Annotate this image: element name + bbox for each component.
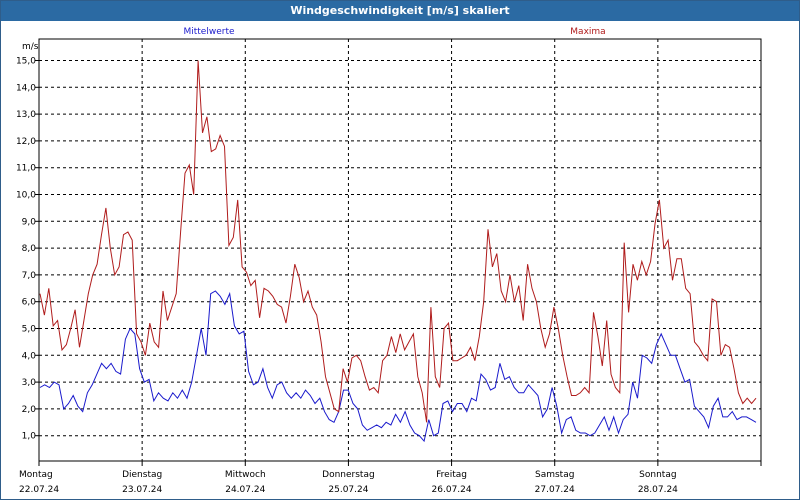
legend-mittelwerte: Mittelwerte bbox=[183, 27, 234, 37]
x-date-label: 28.07.24 bbox=[638, 485, 678, 495]
x-day-label: Freitag bbox=[436, 470, 467, 480]
y-tick-label: 7,0 bbox=[22, 271, 37, 281]
x-date-label: 23.07.24 bbox=[122, 485, 162, 495]
y-tick-label: 9,0 bbox=[22, 217, 37, 227]
y-tick-label: 15,0 bbox=[16, 57, 36, 67]
x-axis: Montag 22.07.24 Dienstag 23.07.24 Mittwoch 24… bbox=[19, 461, 762, 495]
chart-title: Windgeschwindigkeit [m/s] skaliert bbox=[1, 1, 799, 21]
x-day-label: Mittwoch bbox=[225, 470, 266, 480]
y-tick-label: 10,0 bbox=[16, 191, 36, 201]
y-tick-label: 14,0 bbox=[16, 83, 36, 93]
y-tick-label: 4,0 bbox=[22, 351, 37, 361]
x-date-label: 25.07.24 bbox=[328, 485, 368, 495]
y-tick-label: 13,0 bbox=[16, 110, 36, 120]
legend-maxima: Maxima bbox=[570, 27, 605, 37]
series-mittelwerte-line bbox=[39, 290, 757, 443]
y-tick-label: 11,0 bbox=[16, 164, 36, 174]
plot-area bbox=[38, 38, 762, 462]
y-tick-label: 3,0 bbox=[22, 378, 37, 388]
y-tick-label: 6,0 bbox=[22, 298, 37, 308]
x-date-label: 27.07.24 bbox=[535, 485, 575, 495]
y-tick-label: 2,0 bbox=[22, 405, 37, 415]
x-day-label: Sonntag bbox=[639, 470, 676, 480]
x-day-label: Montag bbox=[19, 470, 53, 480]
y-axis: 1,0 2,0 3,0 4,0 5,0 6,0 7,0 8,0 9,0 10,0 11,0 12,0 1… bbox=[16, 57, 39, 442]
x-date-label: 24.07.24 bbox=[225, 485, 265, 495]
series-maxima-line bbox=[39, 60, 757, 423]
x-day-label: Samstag bbox=[535, 470, 574, 480]
y-tick-label: 8,0 bbox=[22, 244, 37, 254]
y-tick-label: 12,0 bbox=[16, 137, 36, 147]
x-date-label: 26.07.24 bbox=[432, 485, 472, 495]
x-day-label: Dienstag bbox=[122, 470, 162, 480]
y-tick-label: 1,0 bbox=[22, 432, 37, 442]
grid bbox=[39, 39, 761, 461]
y-tick-label: 5,0 bbox=[22, 325, 37, 335]
x-day-label: Donnerstag bbox=[322, 470, 375, 480]
y-axis-unit: m/s bbox=[22, 42, 39, 52]
series-lines bbox=[39, 60, 757, 443]
x-date-label: 22.07.24 bbox=[19, 485, 59, 495]
